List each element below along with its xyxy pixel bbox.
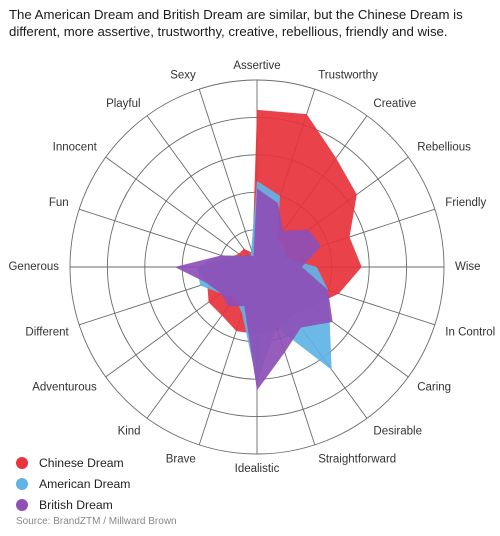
axis-label-caring: Caring	[417, 382, 451, 394]
axis-label-adventurous: Adventurous	[32, 382, 97, 394]
axis-label-friendly: Friendly	[445, 197, 486, 209]
axis-label-generous: Generous	[8, 261, 59, 273]
axis-label-fun: Fun	[49, 197, 69, 209]
series-layer	[174, 109, 362, 391]
spoke-sexy	[198, 89, 258, 268]
axis-label-playful: Playful	[106, 98, 141, 110]
axis-label-in-control: In Control	[445, 326, 495, 338]
source-note: Source: BrandZTM / Millward Brown	[16, 516, 177, 527]
legend-item-british-dream: British Dream	[16, 494, 130, 515]
axis-label-straightforward: Straightforward	[318, 454, 396, 466]
chart-title: The American Dream and British Dream are…	[9, 7, 463, 39]
axis-label-innocent: Innocent	[53, 142, 98, 154]
axis-label-idealistic: Idealistic	[235, 463, 280, 475]
axis-label-brave: Brave	[166, 454, 196, 466]
axis-label-creative: Creative	[373, 98, 416, 110]
axis-label-rebellious: Rebellious	[417, 142, 471, 154]
legend-item-chinese-dream: Chinese Dream	[16, 452, 130, 473]
legend-item-american-dream: American Dream	[16, 473, 130, 494]
legend-label-american: American Dream	[39, 476, 131, 491]
axis-label-desirable: Desirable	[373, 425, 422, 437]
legend: Chinese Dream American Dream British Dre…	[16, 452, 130, 515]
legend-label-chinese: Chinese Dream	[39, 455, 124, 470]
axis-label-kind: Kind	[118, 425, 141, 437]
legend-swatch-british	[16, 498, 28, 511]
legend-swatch-american	[16, 477, 28, 490]
spoke-innocent	[105, 156, 258, 268]
axis-label-sexy: Sexy	[170, 70, 196, 82]
legend-label-british: British Dream	[39, 497, 113, 512]
axis-label-wise: Wise	[455, 261, 481, 273]
axis-labels: Assertive Trustworthy Creative Rebellious Fr…	[8, 60, 495, 475]
axis-label-assertive: Assertive	[233, 60, 280, 72]
series-british-dream	[174, 188, 333, 391]
spoke-playful	[146, 115, 258, 268]
axis-label-trustworthy: Trustworthy	[318, 70, 378, 82]
axis-label-different: Different	[25, 326, 69, 338]
legend-swatch-chinese	[16, 456, 28, 469]
